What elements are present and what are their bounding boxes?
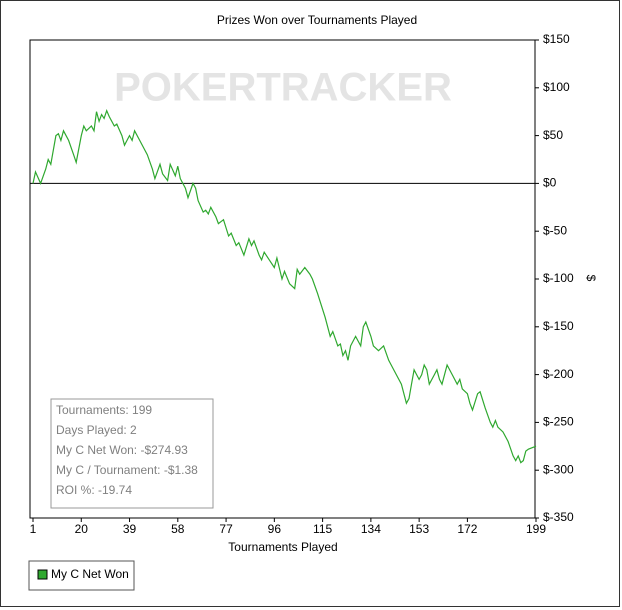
x-tick-label: 153 <box>409 522 429 536</box>
y-tick-label: $50 <box>543 128 563 142</box>
stat-text: Tournaments: 199 <box>56 403 152 417</box>
x-tick-label: 172 <box>457 522 477 536</box>
stat-text: ROI %: -19.74 <box>56 483 132 497</box>
x-tick-label: 1 <box>30 522 37 536</box>
watermark: POKERTRACKER <box>114 66 452 110</box>
y-tick-label: $100 <box>543 80 570 94</box>
data-line <box>32 109 537 464</box>
y-tick-label: $150 <box>543 32 570 46</box>
x-axis-label: Tournaments Played <box>228 540 337 554</box>
y-tick-label: $-300 <box>543 462 574 476</box>
legend-swatch <box>37 569 48 580</box>
x-tick-label: 20 <box>75 522 89 536</box>
chart-title: Prizes Won over Tournaments Played <box>217 13 417 27</box>
y-axis-label: $ <box>584 275 598 282</box>
y-tick-label: $-350 <box>543 510 574 524</box>
x-tick-label: 58 <box>171 522 185 536</box>
x-tick-label: 199 <box>526 522 546 536</box>
legend <box>28 560 135 591</box>
y-tick-label: $-200 <box>543 367 574 381</box>
x-tick-label: 77 <box>219 522 233 536</box>
y-tick-label: $0 <box>543 176 557 190</box>
y-tick-label: $-100 <box>543 271 574 285</box>
y-tick-label: $-250 <box>543 415 574 429</box>
stats-box <box>50 398 214 509</box>
y-tick-label: $-150 <box>543 319 574 333</box>
stat-text: My C Net Won: -$274.93 <box>56 443 188 457</box>
x-tick-label: 96 <box>268 522 282 536</box>
x-tick-label: 39 <box>123 522 137 536</box>
stat-text: Days Played: 2 <box>56 423 137 437</box>
legend-label: My C Net Won <box>51 567 129 581</box>
y-tick-label: $-50 <box>543 223 567 237</box>
x-tick-label: 115 <box>313 522 332 536</box>
stat-text: My C / Tournament: -$1.38 <box>56 463 198 477</box>
x-tick-label: 134 <box>361 522 381 536</box>
